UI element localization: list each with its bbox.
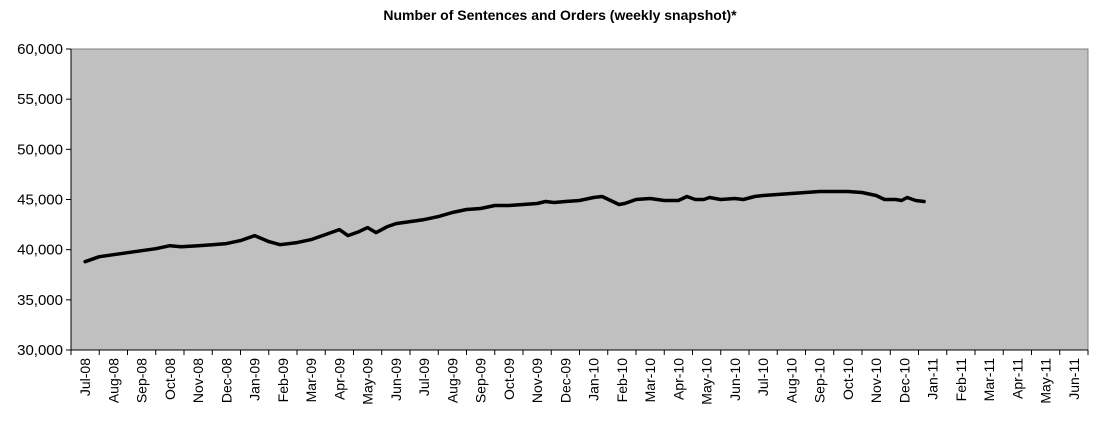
x-tick-label: Oct-10 — [840, 358, 856, 400]
x-tick-label: Jun-10 — [727, 358, 743, 401]
x-tick-label: Nov-08 — [190, 358, 206, 403]
x-tick-label: Aug-09 — [444, 358, 460, 403]
x-tick-label: Apr-10 — [670, 358, 686, 400]
y-tick-label: 60,000 — [17, 41, 63, 58]
x-tick-label: Jul-10 — [755, 358, 771, 396]
x-tick-label: Jan-11 — [925, 358, 941, 400]
x-tick-label: May-11 — [1038, 358, 1054, 404]
x-tick-label: Feb-11 — [953, 358, 969, 402]
x-tick-label: Jul-09 — [416, 358, 432, 396]
x-tick-label: Jul-08 — [77, 358, 93, 396]
x-tick-label: Jun-09 — [388, 358, 404, 401]
y-tick-label: 30,000 — [17, 342, 63, 359]
x-tick-label: Jun-11 — [1066, 358, 1082, 400]
x-tick-label: Jan-09 — [247, 358, 263, 401]
x-tick-label: Apr-09 — [331, 358, 347, 400]
x-tick-label: Sep-09 — [473, 358, 489, 403]
x-tick-label: May-09 — [360, 358, 376, 405]
x-tick-label: Nov-10 — [868, 358, 884, 403]
x-tick-label: Nov-09 — [529, 358, 545, 403]
x-tick-label: Mar-11 — [981, 358, 997, 402]
series-line — [83, 189, 926, 264]
x-tick-label: May-10 — [699, 358, 715, 405]
x-tick-label: Mar-10 — [642, 358, 658, 403]
x-tick-label: Sep-08 — [134, 358, 150, 403]
x-tick-label: Dec-08 — [218, 358, 234, 403]
x-tick-label: Feb-10 — [614, 358, 630, 403]
x-tick-label: Oct-08 — [162, 358, 178, 400]
x-tick-label: Apr-11 — [1009, 358, 1025, 399]
x-tick-label: Mar-09 — [303, 358, 319, 403]
y-tick-label: 40,000 — [17, 242, 63, 259]
y-tick-label: 55,000 — [17, 91, 63, 108]
x-tick-label: Oct-09 — [501, 358, 517, 400]
x-axis: Jul-08 Aug-08 Sep-08 Oct-08 Nov-08 Dec-08 Jan-… — [70, 349, 1089, 405]
y-axis: 30,000 35,000 40,000 45,000 50,000 55,000 60,0… — [17, 41, 72, 359]
x-tick-label: Aug-08 — [105, 358, 121, 403]
x-tick-label: Dec-09 — [557, 358, 573, 403]
chart-title: Number of Sentences and Orders (weekly s… — [383, 7, 737, 23]
x-tick-label: Dec-10 — [896, 358, 912, 403]
x-tick-label: Feb-09 — [275, 358, 291, 403]
x-tick-label: Jan-10 — [586, 358, 602, 401]
y-tick-label: 35,000 — [17, 292, 63, 309]
x-tick-label: Sep-10 — [812, 358, 828, 403]
y-tick-label: 50,000 — [17, 141, 63, 158]
series-group — [83, 189, 926, 264]
x-tick-label: Aug-10 — [783, 358, 799, 403]
y-tick-label: 45,000 — [17, 192, 63, 209]
